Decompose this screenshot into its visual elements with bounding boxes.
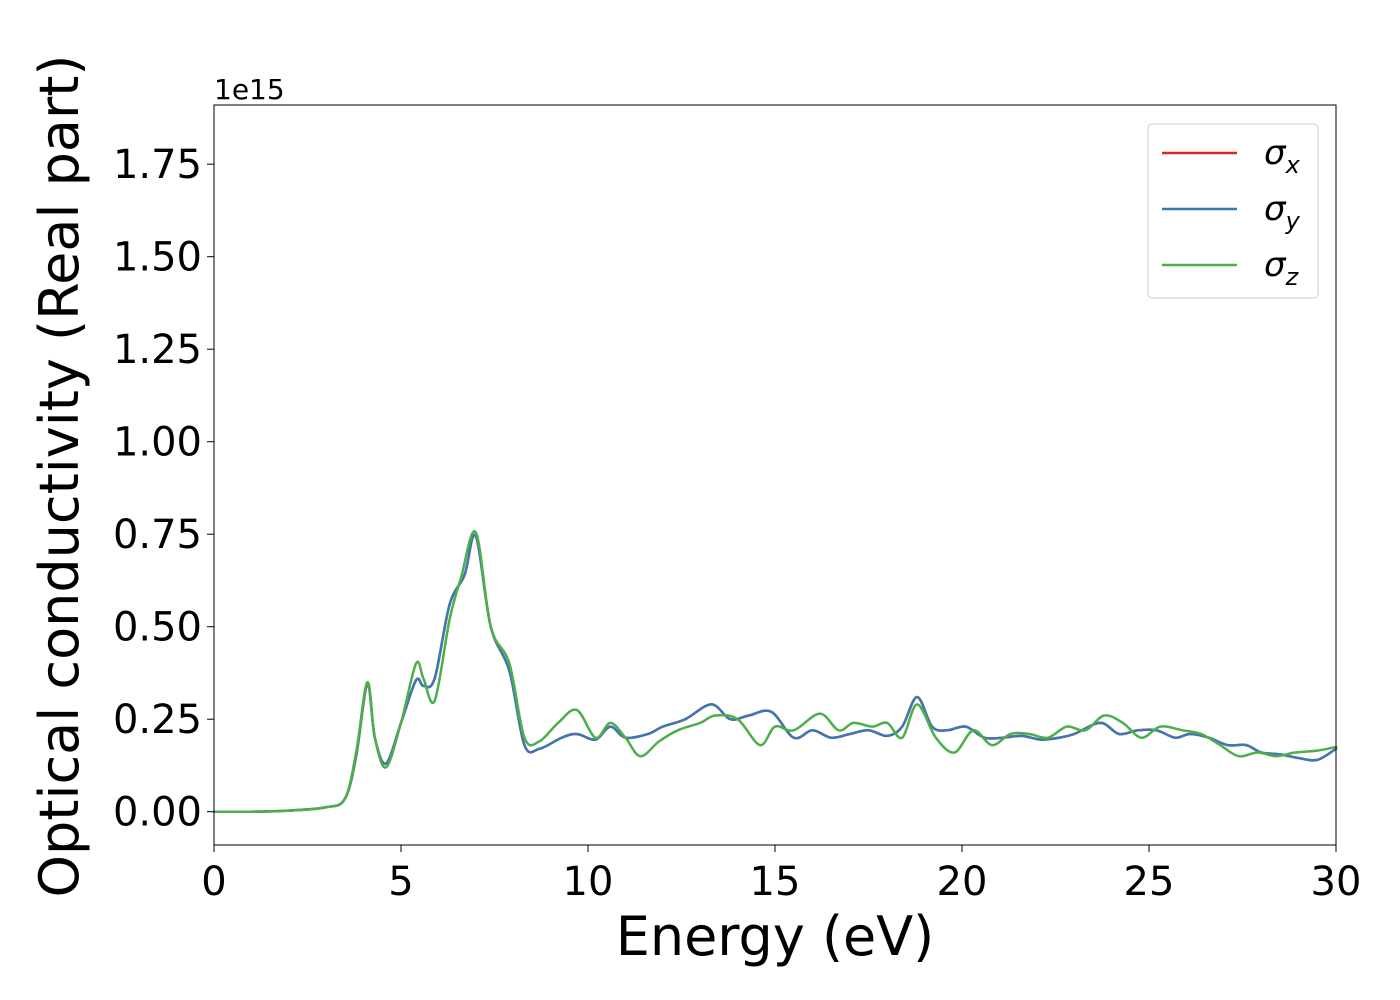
x-tick-label: 0 bbox=[201, 859, 226, 905]
y-axis-label: Optical conductivity (Real part) bbox=[28, 55, 91, 898]
y-tick-label: 1.25 bbox=[113, 327, 202, 373]
y-tick-label: 0.00 bbox=[113, 790, 202, 836]
x-tick-label: 15 bbox=[750, 859, 801, 905]
x-tick-label: 30 bbox=[1311, 859, 1362, 905]
x-tick-label: 20 bbox=[937, 859, 988, 905]
y-axis-offset-text: 1e15 bbox=[214, 73, 285, 106]
series-line-y bbox=[212, 533, 1338, 814]
x-tick-label: 5 bbox=[388, 859, 413, 905]
y-axis-ticks: 0.00 0.25 0.50 0.75 1.00 1.25 1.50 1.75 bbox=[113, 142, 214, 836]
y-tick-label: 1.50 bbox=[113, 235, 202, 281]
y-tick-label: 1.75 bbox=[113, 142, 202, 188]
y-tick-label: 0.25 bbox=[113, 697, 202, 743]
y-tick-label: 0.75 bbox=[113, 512, 202, 558]
x-axis-label: Energy (eV) bbox=[616, 905, 935, 968]
x-tick-label: 10 bbox=[563, 859, 614, 905]
legend-box bbox=[1147, 123, 1319, 299]
y-tick-label: 1.00 bbox=[113, 420, 202, 466]
y-tick-label: 0.50 bbox=[113, 605, 202, 651]
plot-lines bbox=[212, 530, 1338, 814]
series-line-z bbox=[212, 530, 1338, 814]
x-axis-ticks: 0 5 10 15 20 25 30 bbox=[201, 845, 1361, 905]
x-tick-label: 25 bbox=[1124, 859, 1175, 905]
